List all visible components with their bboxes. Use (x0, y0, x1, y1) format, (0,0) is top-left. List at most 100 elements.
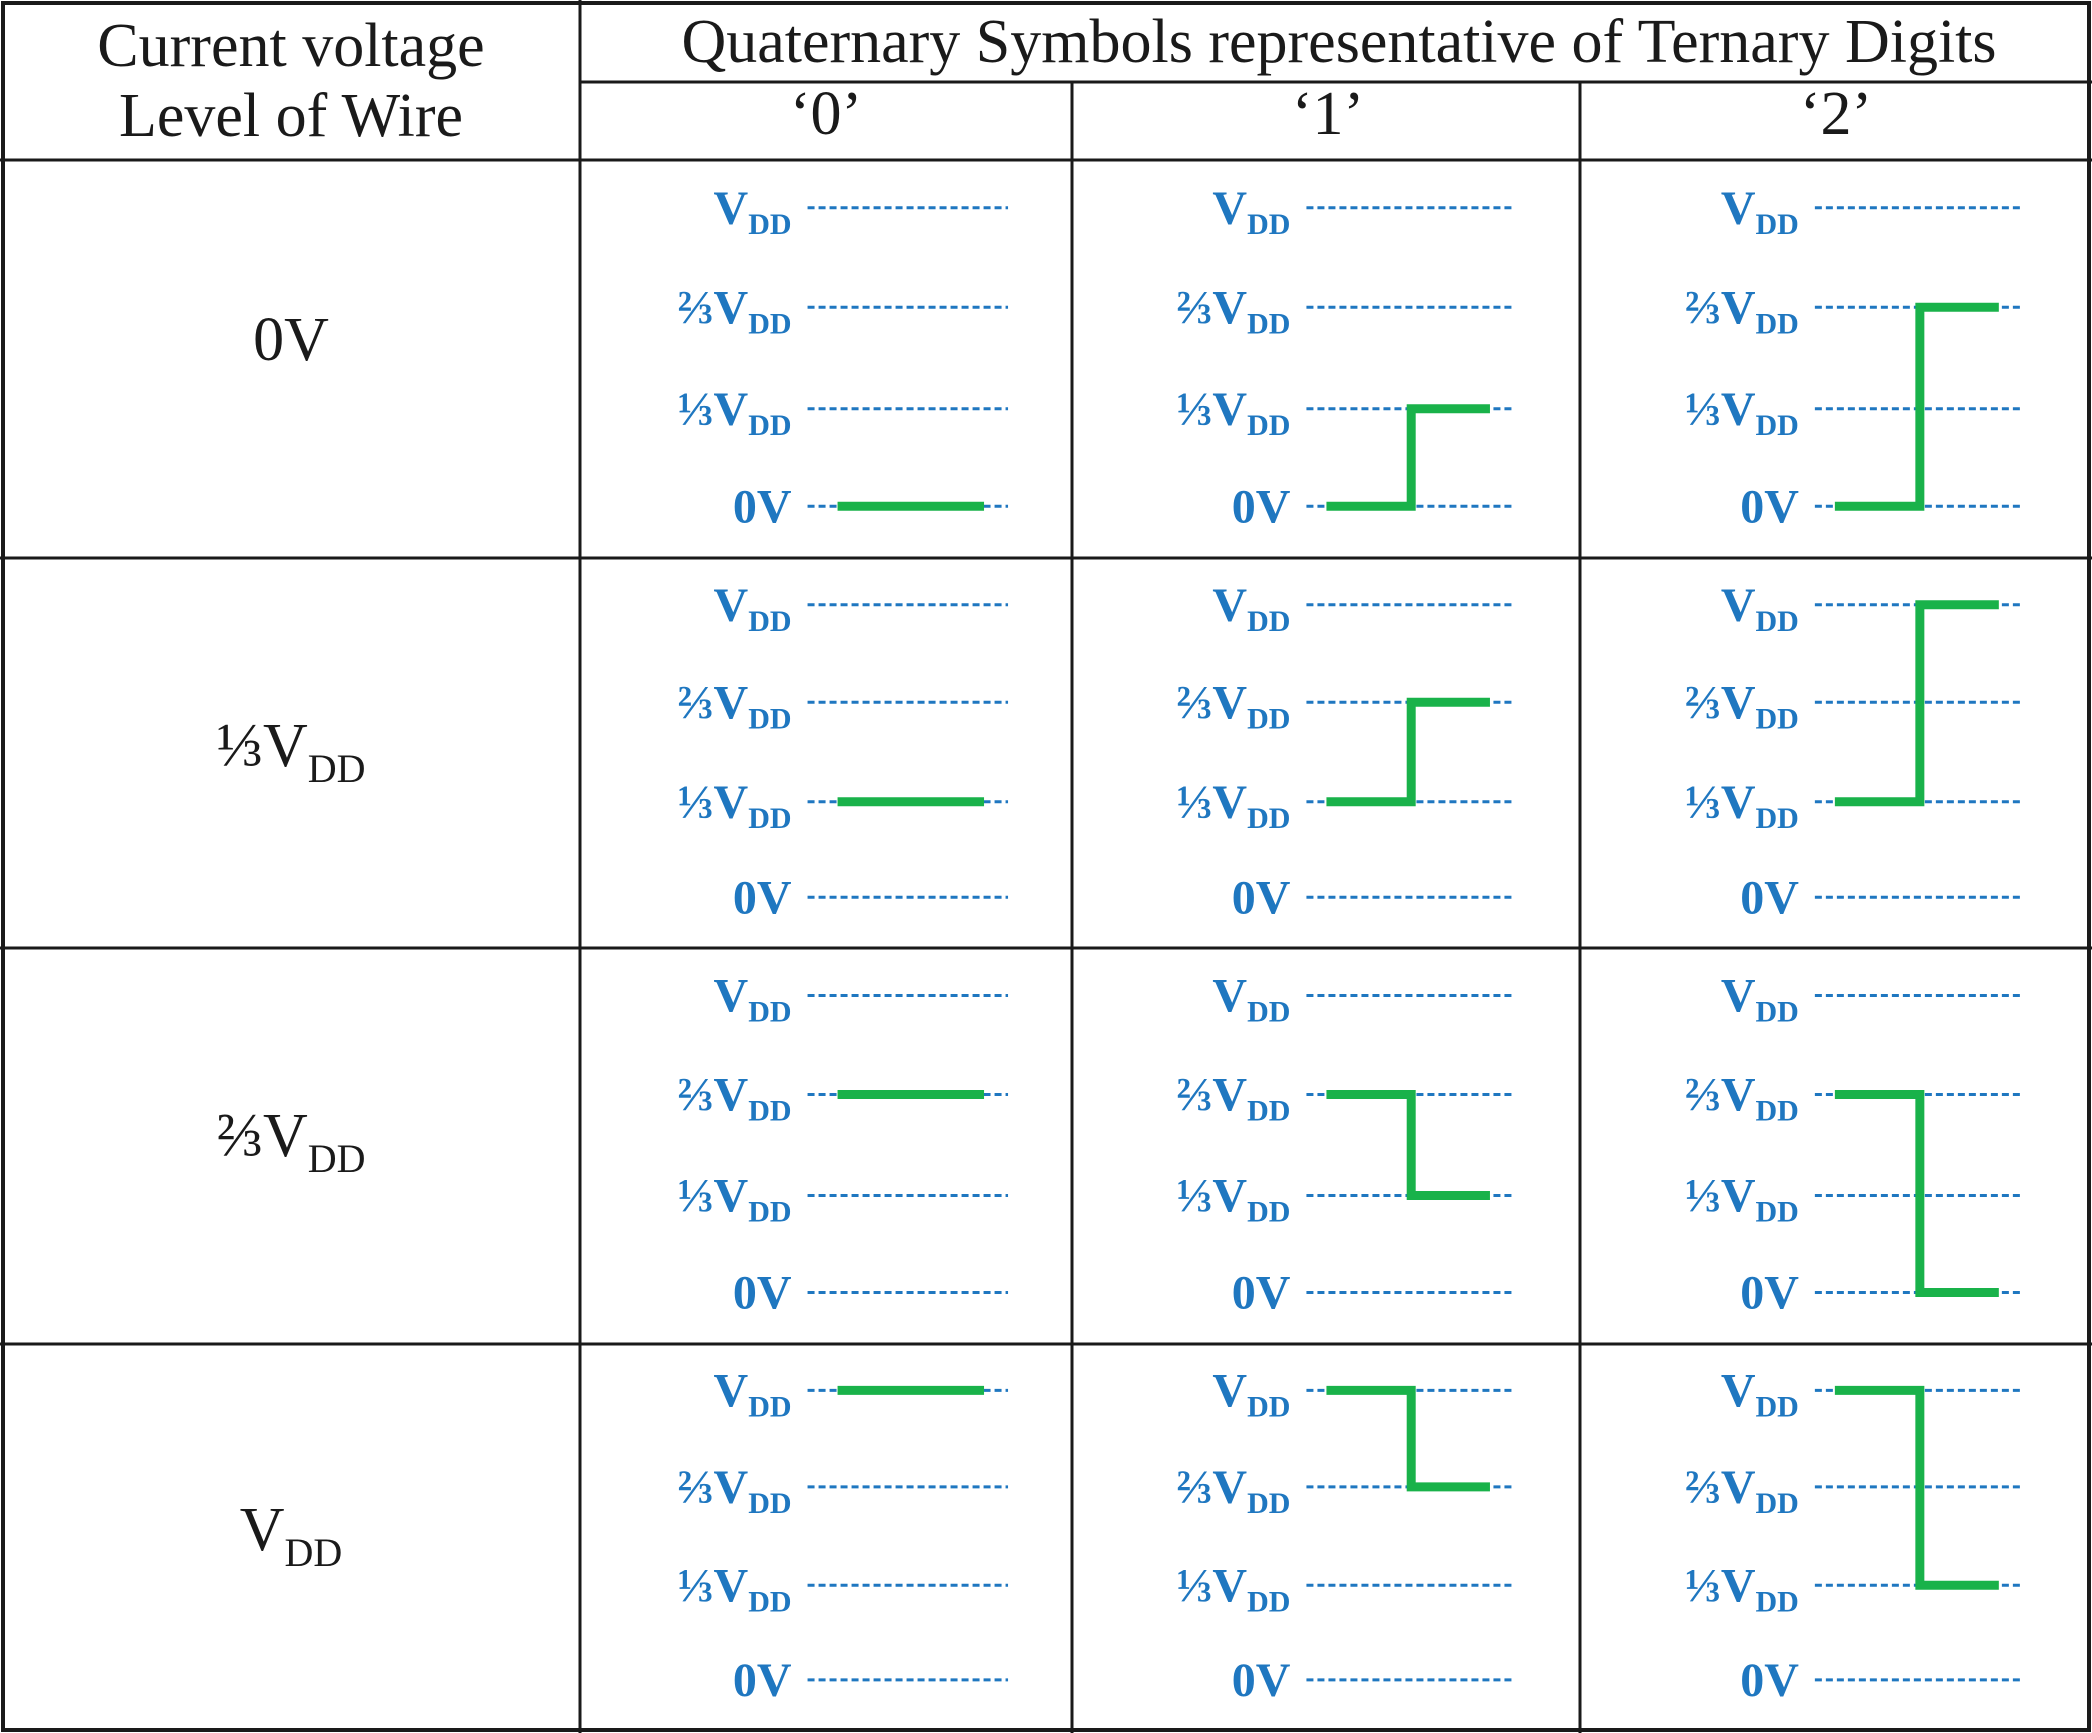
level-label-subscript: DD (1247, 1487, 1290, 1520)
level-label-subscript: DD (1756, 1095, 1799, 1128)
level-label-subscript: DD (748, 996, 791, 1029)
level-label-main: V (1721, 776, 1756, 829)
level-label-fraction: ⅓ (1176, 383, 1212, 436)
header-digit-0: ‘0’ (790, 80, 862, 148)
level-label-main: 0V (733, 480, 792, 533)
level-label-0v: 0V (733, 1654, 792, 1707)
level-label-subscript: DD (1756, 1585, 1799, 1618)
level-label-fraction: ⅓ (678, 776, 714, 829)
level-label-main: V (1212, 281, 1247, 334)
level-label-subscript: DD (748, 1095, 791, 1128)
header-digit-2: ‘2’ (1800, 80, 1872, 148)
level-label-main: V (1212, 383, 1247, 436)
level-label-subscript: DD (1247, 208, 1290, 241)
level-label-main: V (1212, 970, 1247, 1023)
level-label-fraction: ⅔ (1176, 1069, 1212, 1122)
level-label-subscript: DD (1756, 307, 1799, 340)
level-label-subscript: DD (748, 409, 791, 442)
level-label-fraction: ⅓ (678, 383, 714, 436)
level-label-fraction: ⅔ (1176, 281, 1212, 334)
level-label-fraction: ⅓ (1176, 1170, 1212, 1223)
row-label-subscript: DD (308, 746, 366, 791)
level-label-subscript: DD (1247, 409, 1290, 442)
header-digit-1: ‘1’ (1292, 80, 1364, 148)
level-label-one-third-vdd: ⅓VDD (1685, 383, 1799, 442)
level-label-subscript: DD (1756, 1487, 1799, 1520)
level-label-0v: 0V (733, 480, 792, 533)
level-label-main: V (1721, 1069, 1756, 1122)
level-label-subscript: DD (1247, 1390, 1290, 1423)
level-label-subscript: DD (1756, 702, 1799, 735)
level-label-two-thirds-vdd: ⅔VDD (678, 1461, 792, 1520)
level-label-0v: 0V (1740, 1267, 1799, 1320)
level-label-fraction: ⅔ (678, 281, 714, 334)
level-label-two-thirds-vdd: ⅔VDD (1685, 676, 1799, 735)
level-label-one-third-vdd: ⅓VDD (1176, 1559, 1290, 1618)
level-label-fraction: ⅓ (1685, 1170, 1721, 1223)
row-label: 0V (253, 306, 329, 374)
level-label-main: 0V (733, 871, 792, 924)
level-label-main: V (714, 776, 749, 829)
level-label-fraction: ⅓ (1685, 776, 1721, 829)
symbol-cells: VDD⅔VDD⅓VDD0VVDD⅔VDD⅓VDD0VVDD⅔VDD⅓VDD0VV… (678, 182, 2023, 1707)
level-label-one-third-vdd: ⅓VDD (1685, 1170, 1799, 1229)
level-label-two-thirds-vdd: ⅔VDD (1176, 676, 1290, 735)
level-label-fraction: ⅔ (678, 1461, 714, 1514)
level-label-subscript: DD (748, 1196, 791, 1229)
level-label-main: V (1212, 676, 1247, 729)
level-label-subscript: DD (1247, 1585, 1290, 1618)
level-label-main: V (1212, 1559, 1247, 1612)
row-label: VDD (240, 1496, 343, 1575)
level-label-main: V (714, 383, 749, 436)
level-label-main: V (1721, 970, 1756, 1023)
level-label-vdd: VDD (1721, 579, 1799, 638)
level-label-fraction: ⅓ (1176, 776, 1212, 829)
level-label-fraction: ⅔ (1176, 676, 1212, 729)
row-label-main: 0V (253, 306, 329, 374)
level-label-fraction: ⅓ (678, 1559, 714, 1612)
level-label-main: V (714, 1069, 749, 1122)
level-label-0v: 0V (1740, 480, 1799, 533)
level-label-main: V (1212, 1461, 1247, 1514)
row-label: ⅓VDD (216, 712, 365, 791)
level-label-main: 0V (1740, 871, 1799, 924)
row-label-subscript: DD (285, 1530, 343, 1575)
level-label-fraction: ⅔ (1685, 1069, 1721, 1122)
level-label-one-third-vdd: ⅓VDD (678, 1559, 792, 1618)
level-label-subscript: DD (1756, 409, 1799, 442)
level-label-vdd: VDD (1212, 182, 1290, 241)
row-label-subscript: DD (308, 1136, 366, 1181)
level-label-main: V (1721, 281, 1756, 334)
level-label-fraction: ⅔ (1685, 676, 1721, 729)
level-label-main: V (1721, 1170, 1756, 1223)
level-label-subscript: DD (1247, 307, 1290, 340)
level-label-main: V (714, 676, 749, 729)
level-label-0v: 0V (1232, 1267, 1291, 1320)
level-label-fraction: ⅔ (1176, 1461, 1212, 1514)
level-label-main: 0V (1740, 480, 1799, 533)
level-label-main: V (714, 182, 749, 235)
level-label-main: V (1721, 182, 1756, 235)
level-label-fraction: ⅓ (1685, 383, 1721, 436)
level-label-subscript: DD (748, 307, 791, 340)
waveform-trace (1834, 600, 1999, 807)
level-label-two-thirds-vdd: ⅔VDD (1176, 1461, 1290, 1520)
row-label-fraction: ⅔ (216, 1102, 263, 1170)
level-label-one-third-vdd: ⅓VDD (1176, 1170, 1290, 1229)
level-label-fraction: ⅔ (678, 1069, 714, 1122)
level-label-fraction: ⅓ (1176, 1559, 1212, 1612)
level-label-subscript: DD (1756, 605, 1799, 638)
row-label-main: V (240, 1496, 285, 1564)
level-label-main: V (714, 1461, 749, 1514)
level-label-main: 0V (1232, 1267, 1291, 1320)
level-label-one-third-vdd: ⅓VDD (1176, 776, 1290, 835)
level-label-two-thirds-vdd: ⅔VDD (678, 676, 792, 735)
